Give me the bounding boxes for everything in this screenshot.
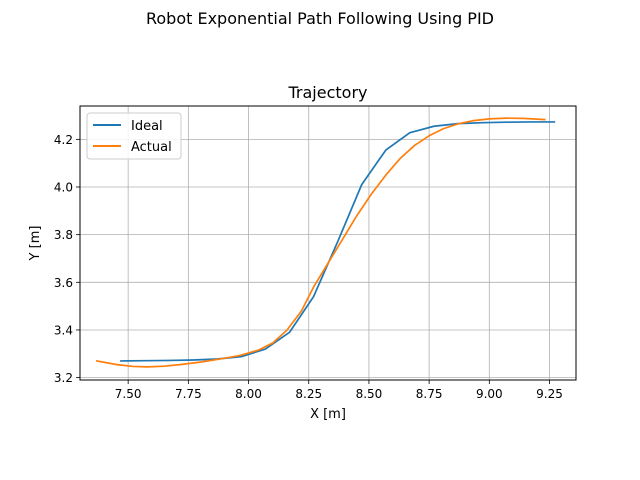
y-tick-label: 3.6	[54, 276, 73, 290]
chart-title: Trajectory	[288, 83, 368, 102]
x-tick-label: 8.25	[295, 387, 322, 401]
y-tick-label: 3.8	[54, 228, 73, 242]
series-line-actual	[95, 117, 546, 368]
y-tick-label: 4.2	[54, 133, 73, 147]
y-tick-label: 3.2	[54, 371, 73, 385]
x-tick-label: 7.75	[175, 387, 202, 401]
legend-label-ideal: Ideal	[131, 119, 163, 134]
figure-suptitle: Robot Exponential Path Following Using P…	[146, 9, 494, 28]
y-axis-label: Y [m]	[28, 226, 43, 262]
axes-frame	[79, 105, 577, 381]
y-tick-label: 3.4	[54, 323, 73, 337]
y-axis-ticks: 3.2 3.4 3.6 3.8 4.0 4.2	[54, 133, 80, 385]
series-line-ideal	[120, 121, 556, 362]
grid	[80, 106, 576, 380]
x-tick-label: 8.75	[416, 387, 443, 401]
x-tick-label: 9.25	[536, 387, 563, 401]
x-axis-label: X [m]	[310, 407, 346, 422]
series-lines	[95, 117, 556, 368]
legend: Ideal Actual	[86, 112, 182, 160]
x-tick-label: 8.50	[356, 387, 383, 401]
x-tick-label: 8.00	[235, 387, 262, 401]
legend-label-actual: Actual	[131, 140, 172, 155]
x-axis-ticks: 7.50 7.75 8.00 8.25 8.50 8.75 9.00 9.25	[115, 380, 563, 401]
y-tick-label: 4.0	[54, 181, 73, 195]
x-tick-label: 9.00	[476, 387, 503, 401]
x-tick-label: 7.50	[115, 387, 142, 401]
